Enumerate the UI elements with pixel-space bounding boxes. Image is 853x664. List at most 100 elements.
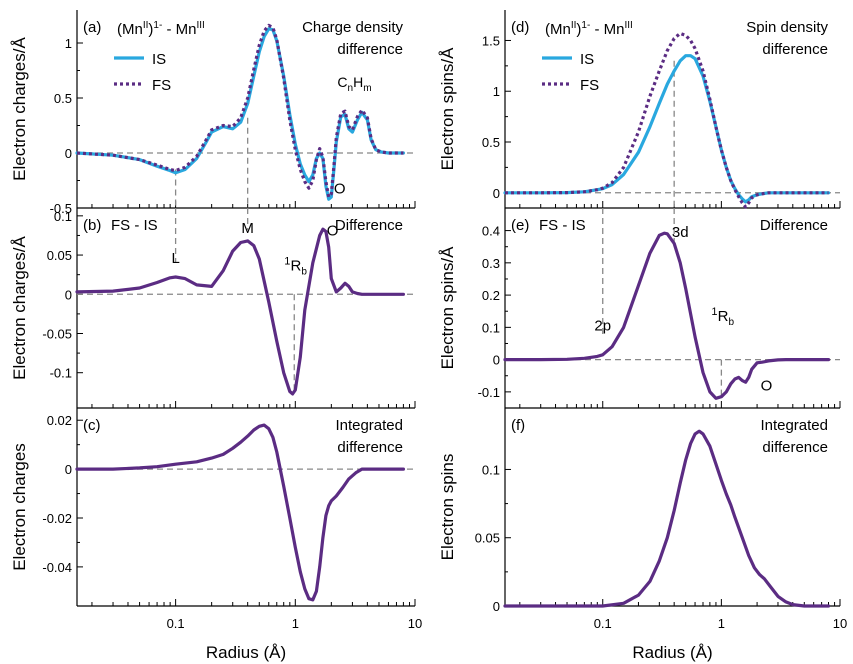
y-tick-label: 0.3 bbox=[482, 256, 500, 271]
series-line-is bbox=[503, 54, 831, 204]
panel-title-line2: difference bbox=[337, 439, 403, 456]
x-axis-title: Radius (Å) bbox=[206, 643, 286, 662]
annotation-half-rb: 1 Rb bbox=[711, 306, 734, 328]
legend-label: FS bbox=[580, 77, 599, 94]
y-tick-label: -0.02 bbox=[42, 511, 72, 526]
y-tick-label: 0.1 bbox=[54, 209, 72, 224]
y-tick-label: 0 bbox=[493, 353, 500, 368]
y-tick-label: 0 bbox=[65, 287, 72, 302]
y-axis-title: Electron charges/Å bbox=[10, 37, 29, 181]
x-axis-title: Radius (Å) bbox=[632, 643, 712, 662]
y-axis-title: Electron spins/Å bbox=[438, 47, 457, 170]
panel-title-line2: difference bbox=[762, 41, 828, 58]
annotation-2p: 2p bbox=[594, 318, 611, 335]
title-part: ) bbox=[576, 21, 581, 38]
series-line-fs-is bbox=[75, 227, 405, 396]
y-tick-label: -0.05 bbox=[42, 326, 72, 341]
annotation-m: M bbox=[241, 220, 254, 237]
y-tick-label: 0.1 bbox=[482, 462, 500, 477]
y-axis-title: Electron spins bbox=[438, 454, 457, 561]
panel-title-line1: Spin density bbox=[746, 19, 828, 36]
y-tick-label: -0.1 bbox=[50, 366, 72, 381]
y-tick-label: 0.05 bbox=[47, 248, 72, 263]
panel-label: (c) bbox=[83, 417, 101, 434]
annotation-o: O bbox=[334, 181, 346, 198]
series-line-integrated bbox=[503, 429, 831, 608]
panel-f: 0 0.05 0.1 0.1 1 10 Radius (Å) Electron spins (f… bbox=[438, 408, 847, 662]
x-tick-label: 1 bbox=[718, 616, 725, 631]
ann-sub-n: n bbox=[348, 83, 354, 94]
y-tick-label: -0.5 bbox=[50, 201, 72, 216]
series-line-integrated bbox=[75, 423, 405, 602]
panel-b: -0.1 -0.05 0 0.05 0.1 Electron charges/Å (b) Di… bbox=[10, 208, 416, 409]
panel-title-line1: Integrated bbox=[335, 417, 403, 434]
y-tick-label: 0 bbox=[493, 599, 500, 614]
panel-subtitle: FS - IS bbox=[539, 217, 586, 234]
y-tick-label: 0 bbox=[65, 146, 72, 161]
annotation-o: O bbox=[761, 377, 773, 394]
panel-d: 0 0.5 1 1.5 Electron spins/Å (d) (MnII)1- - Mn… bbox=[438, 10, 841, 209]
annotation-o: O bbox=[327, 222, 339, 239]
panel-formula-title: (MnII)1- - MnIII bbox=[545, 20, 633, 38]
ann-r: R bbox=[286, 258, 301, 275]
y-tick-label: 0 bbox=[493, 186, 500, 201]
ann-frac-num: 1 bbox=[284, 256, 290, 268]
y-axis-title: Electron spins/Å bbox=[438, 246, 457, 369]
title-part: (Mn bbox=[117, 21, 143, 38]
panel-c: -0.04 -0.02 0 0.02 0.1 1 10 Radius (Å) Electron … bbox=[10, 408, 422, 662]
panel-title-line1: Difference bbox=[760, 217, 828, 234]
panel-e: -0.1 0 0.1 0.2 0.3 0.4 Electron spins/Å (e) Diff… bbox=[438, 208, 841, 409]
title-part: 1- bbox=[581, 20, 590, 31]
panel-title-line2: difference bbox=[337, 41, 403, 58]
y-tick-label: 1 bbox=[493, 84, 500, 99]
ann-r: R bbox=[713, 308, 728, 325]
annotation-l: L bbox=[171, 250, 179, 267]
panel-formula-title: (MnII)1- - MnIII bbox=[117, 20, 205, 38]
series-line-fs bbox=[76, 23, 404, 199]
y-tick-label: 0.05 bbox=[475, 531, 500, 546]
x-tick-label: 0.1 bbox=[594, 616, 612, 631]
annotation-3d: 3d bbox=[672, 224, 689, 241]
y-tick-label: 0.5 bbox=[482, 135, 500, 150]
y-tick-label: 0 bbox=[65, 462, 72, 477]
y-tick-label: 1.5 bbox=[482, 33, 500, 48]
title-part: - Mn bbox=[162, 21, 196, 38]
legend-label: IS bbox=[580, 51, 594, 68]
panel-label: (f) bbox=[511, 417, 525, 434]
panel-title-line2: difference bbox=[762, 439, 828, 456]
panel-label: (e) bbox=[511, 217, 529, 234]
title-part: III bbox=[196, 20, 204, 31]
panel-label: (b) bbox=[83, 217, 101, 234]
ann-h: H bbox=[353, 74, 363, 90]
x-tick-label: 0.1 bbox=[167, 616, 185, 631]
panel-title-line1: Integrated bbox=[760, 417, 828, 434]
x-tick-label: 10 bbox=[833, 616, 847, 631]
panel-label: (a) bbox=[83, 19, 101, 36]
panel-title-line1: Difference bbox=[335, 217, 403, 234]
ann-sub-b: b bbox=[301, 267, 307, 278]
y-tick-label: 1 bbox=[65, 36, 72, 51]
x-tick-label: 1 bbox=[292, 616, 299, 631]
ann-frac-num: 1 bbox=[711, 306, 717, 318]
title-part: - Mn bbox=[590, 21, 624, 38]
y-tick-label: 0.2 bbox=[482, 288, 500, 303]
title-part: (Mn bbox=[545, 21, 571, 38]
title-part: II bbox=[571, 20, 577, 31]
ann-sub-b: b bbox=[728, 317, 734, 328]
title-part: III bbox=[624, 20, 632, 31]
annotation-half-rb: 1 Rb bbox=[284, 256, 307, 278]
x-tick-label: 10 bbox=[408, 616, 422, 631]
title-part: II bbox=[143, 20, 149, 31]
panel-subtitle: FS - IS bbox=[111, 217, 158, 234]
legend-label: FS bbox=[152, 77, 171, 94]
title-part: ) bbox=[148, 21, 153, 38]
panel-label: (d) bbox=[511, 19, 529, 36]
title-part: 1- bbox=[153, 20, 162, 31]
ann-sub-m: m bbox=[363, 83, 371, 94]
y-tick-label: -0.04 bbox=[42, 560, 72, 575]
y-tick-label: -0.1 bbox=[478, 385, 500, 400]
annotation-cnhm: CnHm bbox=[337, 74, 371, 94]
panel-a: -0.5 0 0.5 1 Electron charges/Å (a) (MnII)1- -… bbox=[10, 10, 416, 216]
legend-label: IS bbox=[152, 51, 166, 68]
